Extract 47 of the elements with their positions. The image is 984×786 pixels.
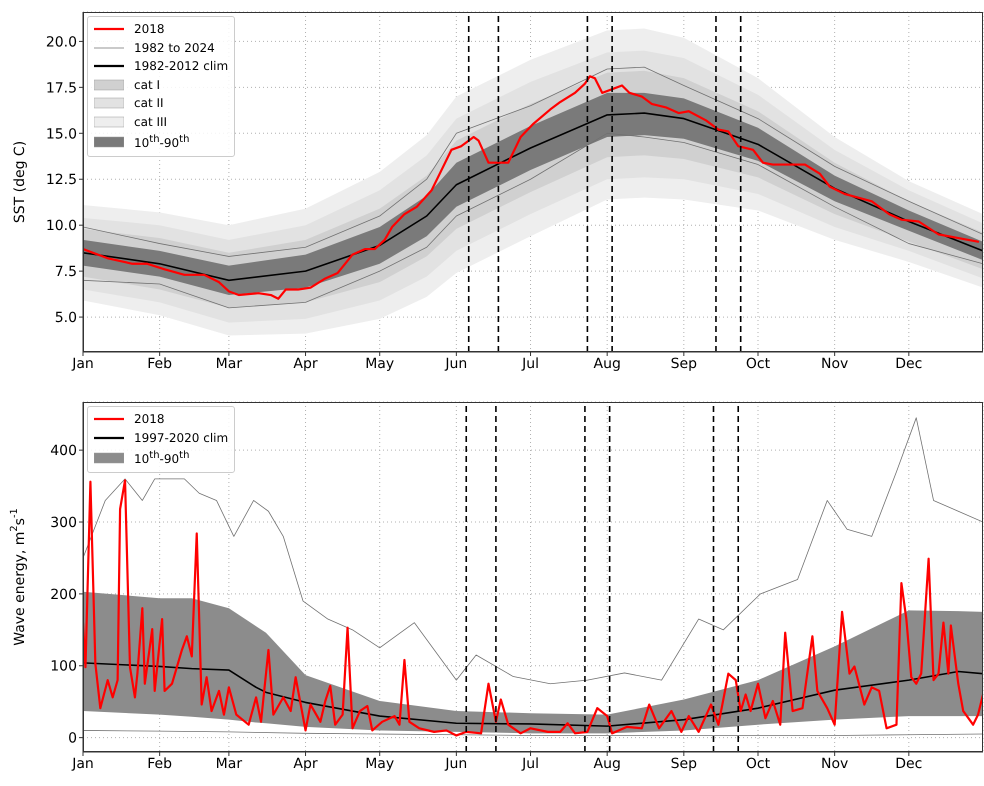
x-tick-label: Jul [521,356,539,372]
y-tick-label: 7.5 [54,264,77,280]
legend-label: 1997-2020 clim [134,430,228,446]
y-tick-label: 12.5 [46,172,77,188]
legend-label: cat III [134,114,168,130]
y-tick-label: 400 [50,443,77,460]
x-tick-label: Dec [895,756,922,772]
x-tick-label: Sep [670,756,698,772]
y-tick-label: 15.0 [46,126,77,142]
x-tick-label: Nov [820,756,848,772]
x-tick-label: Mar [216,356,242,372]
legend-label: cat II [134,95,164,112]
x-tick-label: Mar [216,756,242,772]
legend-label: 2018 [134,21,165,38]
legend-label: 1982-2012 clim [134,58,228,75]
x-tick-label: Apr [293,756,318,772]
y-tick-label: 10.0 [46,218,77,234]
x-tick-label: Jul [521,756,539,772]
x-tick-label: Jan [71,756,94,772]
y-tick-label: 5.0 [54,310,77,326]
legend-label: 10$^{th}$-90$^{th}$ [134,133,190,152]
x-tick-label: Jun [444,356,468,372]
x-tick-label: Nov [820,356,848,372]
legend-label: 1982 to 2024 [134,40,215,56]
x-tick-label: Sep [670,356,698,372]
y-tick-label: 300 [50,514,77,531]
y-tick-label: 100 [50,658,77,675]
x-tick-label: Dec [895,356,922,372]
x-tick-label: Aug [594,356,621,372]
x-tick-label: Oct [746,756,771,772]
x-tick-label: Aug [594,756,621,772]
legend-label: 2018 [134,411,165,428]
x-tick-label: Jun [444,756,468,772]
y-tick-label: 17.5 [46,80,77,96]
y-tick-label: 0 [68,730,77,747]
x-tick-label: May [365,356,394,372]
x-tick-label: Jan [71,356,94,372]
x-tick-label: May [365,756,394,772]
y-tick-label: 20.0 [46,34,77,50]
x-tick-label: Feb [147,756,172,772]
legend-label: cat I [134,76,160,94]
x-tick-label: Oct [746,356,771,372]
x-tick-label: Feb [147,356,172,372]
y-tick-label: 200 [50,586,77,603]
x-tick-label: Apr [293,356,318,372]
legend-label: 10$^{th}$-90$^{th}$ [134,449,190,468]
y-axis-title: SST (deg C) [12,140,28,224]
